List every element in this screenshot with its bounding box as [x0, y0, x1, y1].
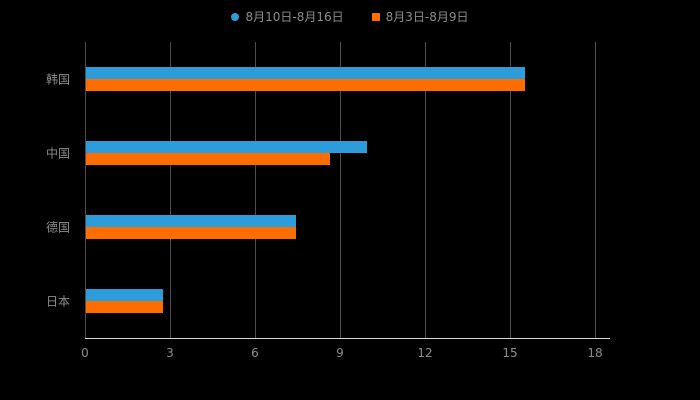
x-tick-label: 0 — [81, 346, 89, 360]
x-tick-label: 3 — [166, 346, 174, 360]
legend: 8月10日-8月16日 8月3日-8月9日 — [0, 8, 700, 25]
legend-label-1: 8月3日-8月9日 — [385, 10, 469, 24]
bar-series-1-韩国 — [86, 79, 526, 91]
x-tick-label: 15 — [502, 346, 518, 360]
bar-series-0-德国 — [86, 215, 296, 227]
gridline — [510, 42, 511, 338]
bar-chart: 韩国中国德国日本 0 3 6 9 12 15 18 — [0, 42, 700, 382]
gridline — [425, 42, 426, 338]
y-axis: 韩国 中国 德国 日本 — [0, 42, 78, 338]
legend-marker-0 — [231, 12, 240, 21]
gridline — [340, 42, 341, 338]
y-axis-label: 日本 — [45, 294, 70, 309]
gridline — [255, 42, 256, 338]
bar-series-1-中国 — [86, 153, 330, 165]
plot-area — [85, 42, 610, 339]
x-tick-label: 9 — [336, 346, 344, 360]
legend-label-0: 8月10日-8月16日 — [245, 10, 344, 24]
x-tick-label: 6 — [251, 346, 259, 360]
bar-series-1-日本 — [86, 301, 163, 313]
bar-series-0-日本 — [86, 289, 163, 301]
x-tick-label: 12 — [417, 346, 433, 360]
bar-series-1-德国 — [86, 227, 296, 239]
x-tick-label: 18 — [587, 346, 603, 360]
bar-series-0-韩国 — [86, 67, 526, 79]
gridline — [595, 42, 596, 338]
legend-marker-1 — [371, 12, 380, 21]
x-axis: 0 3 6 9 12 15 18 — [81, 342, 610, 364]
y-axis-label: 中国 — [45, 146, 70, 161]
y-axis-label: 韩国 — [45, 72, 70, 87]
legend-item-1[interactable]: 8月3日-8月9日 — [371, 8, 469, 25]
bar-series-0-中国 — [86, 141, 367, 153]
gridline — [85, 42, 86, 338]
y-axis-label: 德国 — [45, 220, 70, 235]
gridline — [170, 42, 171, 338]
legend-item-0[interactable]: 8月10日-8月16日 — [231, 8, 344, 25]
